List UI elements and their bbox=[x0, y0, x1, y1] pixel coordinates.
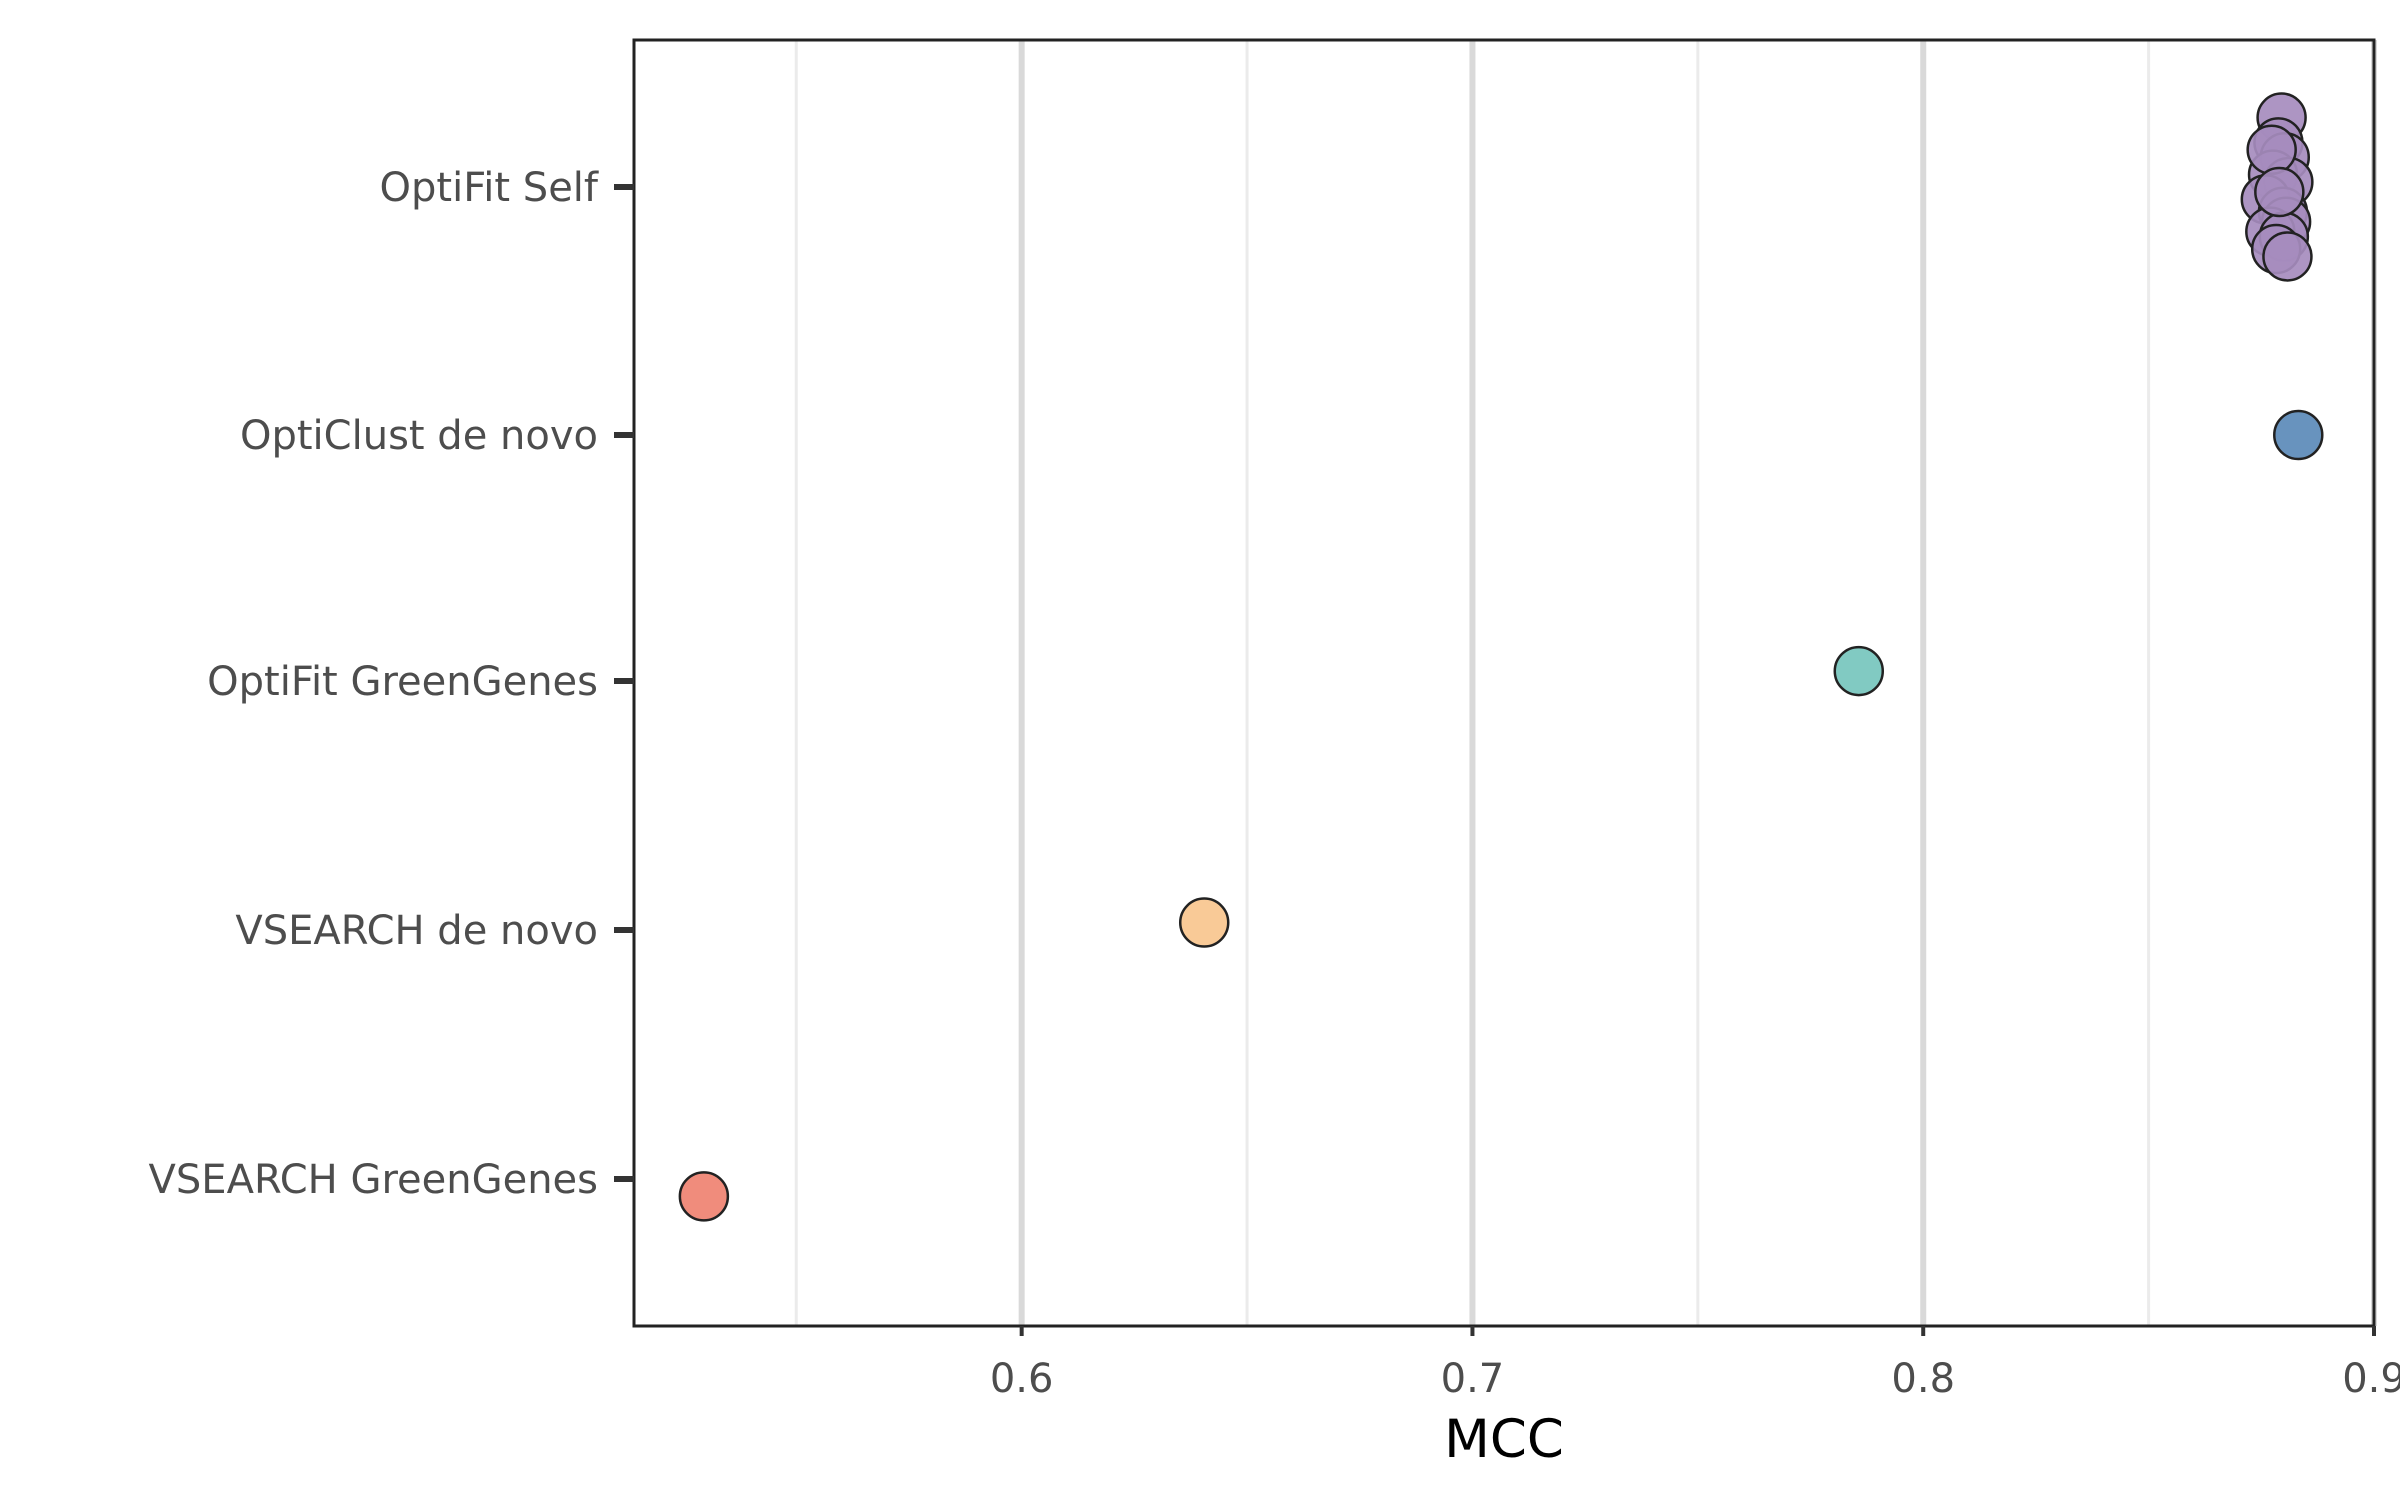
data-point bbox=[1833, 645, 1885, 697]
data-point bbox=[2246, 124, 2297, 176]
x-axis-title: MCC bbox=[1444, 1409, 1564, 1470]
data-point bbox=[1178, 897, 1230, 948]
data-point bbox=[678, 1171, 730, 1222]
category-label: OptiFit GreenGenes bbox=[207, 659, 598, 705]
x-tick-label: 0.8 bbox=[1891, 1356, 1955, 1402]
data-point bbox=[2273, 409, 2324, 461]
category-label: VSEARCH de novo bbox=[235, 908, 598, 954]
y-axis-ticks: OptiFit Self OptiClust de novo OptiFit Gre… bbox=[149, 165, 634, 1203]
data-point bbox=[2262, 231, 2313, 282]
grid-lines bbox=[794, 40, 2377, 1326]
data-point bbox=[2254, 166, 2305, 218]
data-points bbox=[678, 92, 2324, 1222]
x-tick-label: 0.9 bbox=[2342, 1356, 2400, 1402]
x-tick-label: 0.7 bbox=[1441, 1356, 1505, 1402]
category-label: OptiFit Self bbox=[380, 165, 599, 211]
plot-border bbox=[632, 38, 2376, 1328]
x-axis-ticks: 0.6 0.7 0.8 0.9 bbox=[990, 1326, 2400, 1402]
category-label: OptiClust de novo bbox=[240, 413, 598, 459]
x-tick-label: 0.6 bbox=[990, 1356, 1054, 1402]
category-label: VSEARCH GreenGenes bbox=[149, 1157, 598, 1203]
